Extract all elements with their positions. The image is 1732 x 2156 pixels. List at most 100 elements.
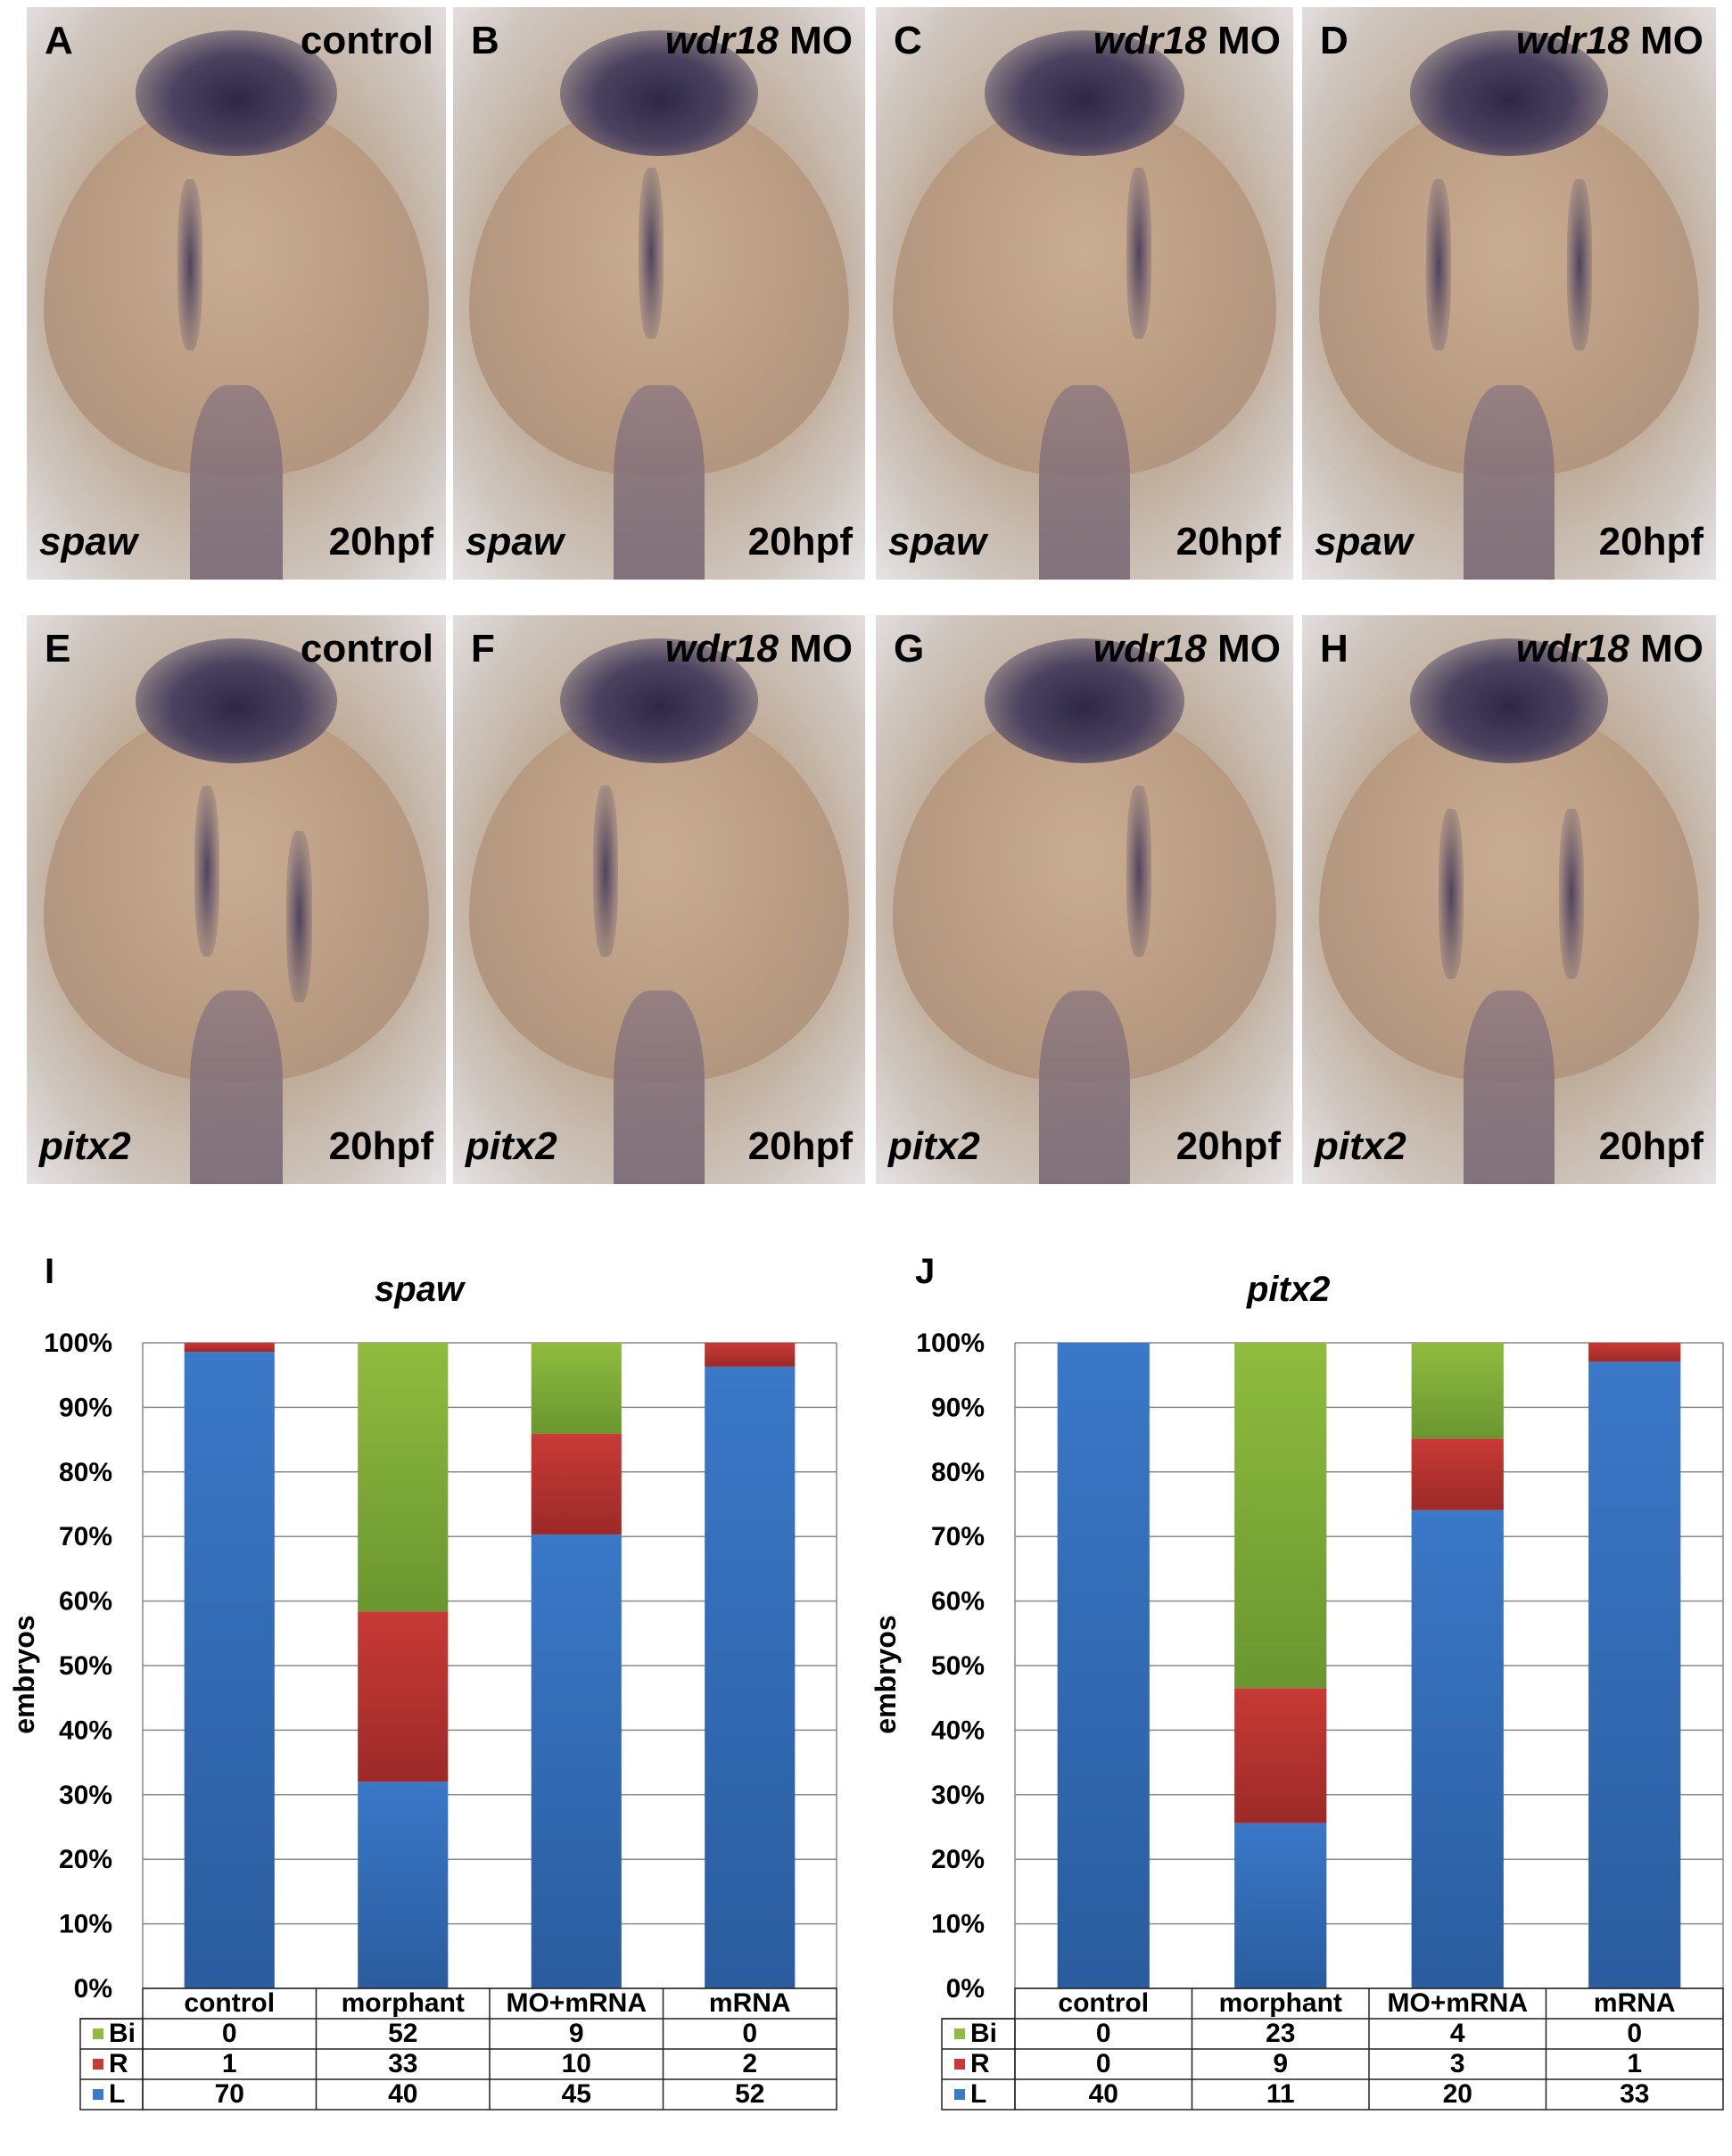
- bar-segment-r: [1234, 1688, 1327, 1823]
- panel-condition: wdr18 MO: [1093, 21, 1281, 61]
- y-tick-label: 20%: [59, 1845, 112, 1874]
- y-tick-label: 10%: [931, 1910, 985, 1939]
- bar-segment-l: [1411, 1510, 1504, 1988]
- bar-segment-l: [1588, 1362, 1681, 1988]
- table-count: 0: [222, 2019, 237, 2048]
- panel-stage-text: 20hpf: [747, 1124, 853, 1168]
- panel-stage: 20hpf: [329, 1127, 433, 1166]
- bar-segment-bi: [358, 1343, 449, 1612]
- table-count: 9: [1273, 2049, 1288, 2078]
- legend-swatch-r: [954, 2059, 965, 2070]
- table-count: 52: [388, 2019, 417, 2048]
- bar-segment-r: [358, 1611, 449, 1782]
- y-axis-label: embryos: [8, 1615, 40, 1733]
- bar-segment-bi: [1411, 1343, 1504, 1439]
- panel-letter: H: [1320, 630, 1348, 669]
- bar-segment-l: [1234, 1823, 1327, 1988]
- y-tick-label: 70%: [931, 1522, 985, 1551]
- panel-gene-text: spaw: [39, 520, 138, 564]
- table-count: 9: [569, 2019, 584, 2048]
- bar-segment-l: [531, 1534, 622, 1988]
- panel-condition-text: MO: [1629, 19, 1703, 62]
- table-count: 0: [1096, 2019, 1111, 2048]
- panel-letter: D: [1320, 21, 1348, 61]
- chart-i-title: spaw: [375, 1270, 465, 1309]
- panel-stage: 20hpf: [1599, 523, 1703, 562]
- category-label: morphant: [342, 1988, 465, 2018]
- panel-letter-text: A: [45, 19, 73, 62]
- panel-gene: pitx2: [39, 1127, 131, 1166]
- bar-segment-r: [1588, 1343, 1681, 1362]
- expression-stripe: [177, 178, 203, 351]
- embryo-head-image: [1409, 29, 1609, 156]
- category-label: mRNA: [1594, 1988, 1676, 2018]
- panel-stage: 20hpf: [329, 523, 433, 562]
- panel-condition: wdr18 MO: [665, 630, 853, 669]
- legend-label: Bi: [970, 2019, 997, 2048]
- table-count: 2: [742, 2049, 757, 2078]
- panel-stage: 20hpf: [1176, 523, 1281, 562]
- panel-letter: A: [45, 21, 73, 61]
- y-tick-label: 0%: [946, 1974, 985, 2004]
- y-tick-label: 100%: [916, 1329, 985, 1358]
- panel-gene-text: pitx2: [888, 1124, 980, 1168]
- panel-gene: pitx2: [888, 1127, 980, 1166]
- table-count: 0: [1096, 2049, 1111, 2078]
- y-tick-label: 40%: [59, 1716, 112, 1745]
- panel-condition-text: MO: [1629, 627, 1703, 671]
- table-count: 33: [1620, 2079, 1649, 2109]
- embryo-tail-image: [190, 991, 283, 1184]
- panel-letter-text: G: [894, 627, 925, 671]
- panel-condition: wdr18 MO: [1516, 630, 1703, 669]
- y-tick-label: 30%: [59, 1781, 112, 1810]
- embryo-tail-image: [1463, 384, 1555, 580]
- legend-label: L: [109, 2079, 125, 2109]
- table-count: 3: [1450, 2049, 1465, 2078]
- y-tick-label: 20%: [931, 1845, 985, 1874]
- panel-letter: E: [45, 630, 70, 669]
- table-count: 45: [562, 2079, 591, 2109]
- category-label: control: [184, 1988, 275, 2018]
- panel-gene: pitx2: [1315, 1127, 1406, 1166]
- y-tick-label: 90%: [59, 1393, 112, 1422]
- y-tick-label: 80%: [931, 1458, 985, 1487]
- legend-swatch-l: [954, 2089, 965, 2100]
- panel-condition: control: [301, 630, 433, 669]
- expression-stripe: [1558, 808, 1584, 980]
- bar-segment-r: [1411, 1438, 1504, 1510]
- embryo-tail-image: [614, 991, 705, 1184]
- expression-stripe: [1126, 786, 1151, 957]
- panel-stage: 20hpf: [748, 1127, 853, 1166]
- category-label: mRNA: [709, 1988, 791, 2018]
- expression-stripe: [1426, 178, 1452, 351]
- legend-label: Bi: [109, 2019, 136, 2048]
- table-count: 20: [1443, 2079, 1472, 2109]
- legend-swatch-bi: [954, 2028, 965, 2039]
- panel-letter: C: [894, 21, 922, 61]
- bar-segment-l: [1057, 1343, 1150, 1988]
- embryo-head-image: [560, 638, 758, 763]
- panel-letter: F: [471, 630, 495, 669]
- panel-stage-text: 20hpf: [747, 520, 853, 564]
- table-count: 0: [1627, 2019, 1642, 2048]
- y-tick-label: 80%: [59, 1458, 112, 1487]
- table-count: 23: [1266, 2019, 1295, 2048]
- panel-stage-text: 20hpf: [1175, 1124, 1281, 1168]
- panel-stage-text: 20hpf: [328, 1124, 433, 1168]
- panel-gene-text: spaw: [888, 520, 987, 564]
- table-count: 0: [742, 2019, 757, 2048]
- panel-stage-text: 20hpf: [1175, 520, 1281, 564]
- panel-condition-text: MO: [1206, 19, 1281, 62]
- expression-stripe: [1126, 167, 1151, 340]
- category-label: control: [1058, 1988, 1149, 2018]
- panel-condition-text: control: [300, 19, 433, 62]
- y-tick-label: 0%: [74, 1974, 112, 2004]
- table-count: 1: [1627, 2049, 1642, 2078]
- embryo-head-image: [984, 638, 1185, 763]
- category-label: MO+mRNA: [1387, 1988, 1528, 2018]
- bar-segment-r: [705, 1343, 796, 1367]
